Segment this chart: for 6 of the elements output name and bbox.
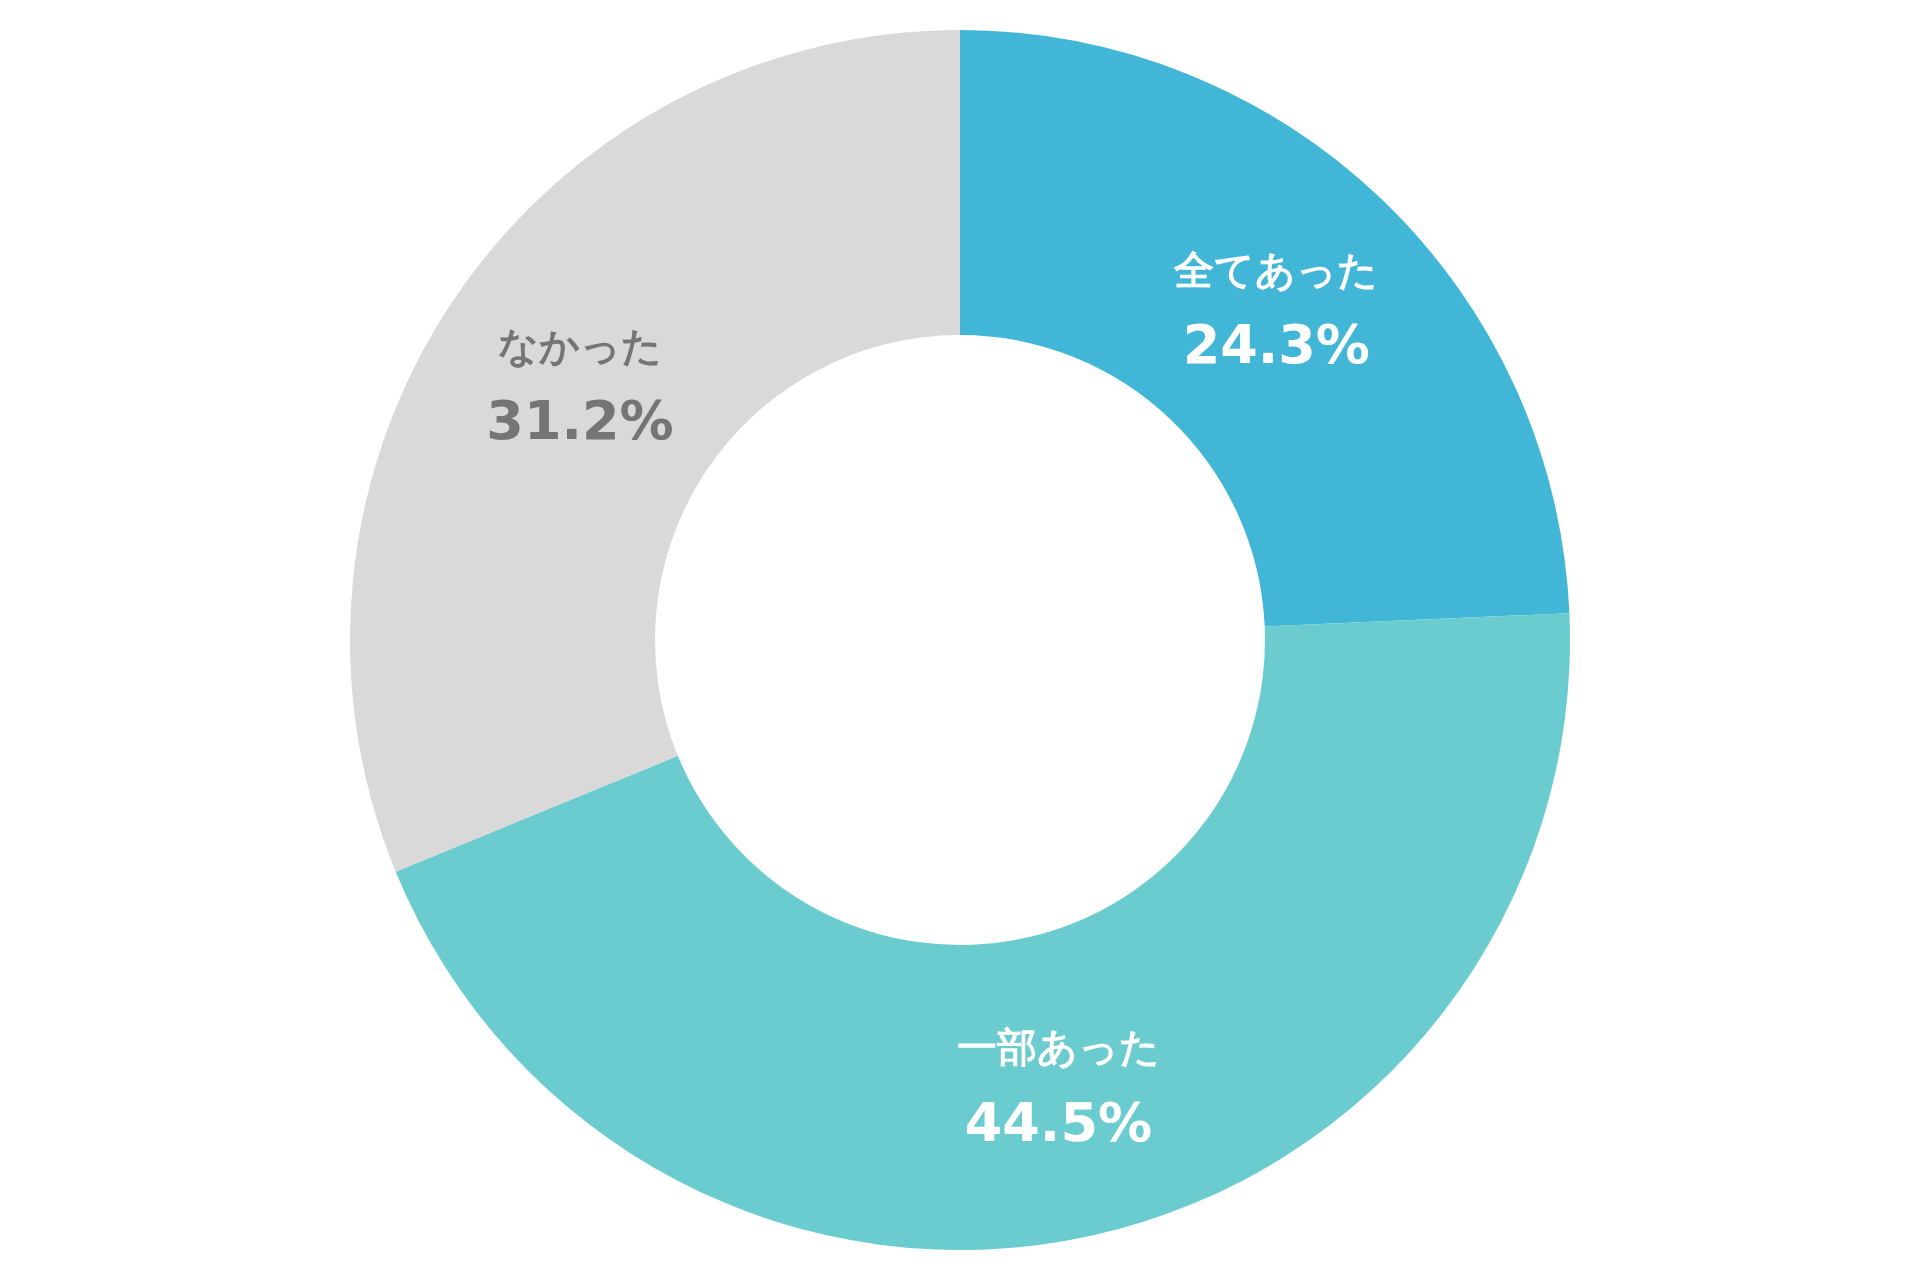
slice-label: 一部あった	[956, 1024, 1160, 1071]
data-label: 44.5%	[964, 1090, 1153, 1154]
data-label: 31.2%	[486, 389, 674, 453]
data-label: 24.3%	[1182, 313, 1370, 377]
slice-label: 全てあった	[1173, 246, 1379, 293]
slice-label: なかった	[498, 322, 662, 369]
